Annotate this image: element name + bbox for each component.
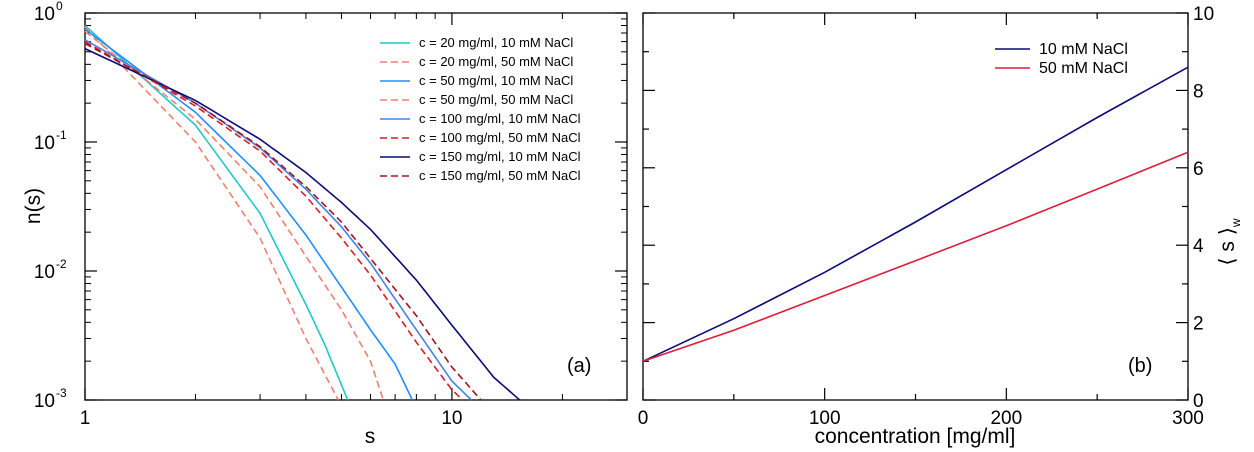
panel-a-x-axis-label: s (365, 425, 376, 448)
series-line-a-6 (84, 47, 521, 401)
y-tick-label: 0 (1193, 391, 1204, 412)
panel-b-series (642, 66, 1189, 363)
panel-b-y-axis-label-group: ⟨ s ⟩w (1216, 218, 1243, 266)
series-line-a-2 (84, 28, 414, 401)
y-tick-exponent: 0 (56, 0, 63, 13)
panel-b-label: (b) (1128, 355, 1152, 377)
series-line-b-1 (642, 151, 1189, 363)
panel-b-legend: 10 mM NaCl 50 mM NaCl (995, 41, 1128, 77)
y-tick-exponent: -3 (56, 386, 67, 400)
x-tick-label: 0 (638, 408, 649, 429)
x-tick-label: 10 (441, 408, 462, 429)
panel-a-label: (a) (567, 355, 591, 377)
legend-entry: c = 150 mg/ml, 10 mM NaCl (419, 149, 581, 164)
panel-a-frame (84, 12, 628, 401)
legend-entry: c = 50 mg/ml, 10 mM NaCl (419, 73, 573, 88)
panel-b-y-axis-label-sub: w (1229, 218, 1243, 228)
panel-a-series (84, 24, 521, 401)
legend-entry: 50 mM NaCl (1039, 60, 1128, 77)
y-tick-exponent: -2 (56, 257, 67, 271)
panel-a-y-axis-label: n(s) (22, 188, 45, 224)
legend-entry: c = 100 mg/ml, 10 mM NaCl (419, 111, 581, 126)
y-tick-exponent: -1 (56, 128, 67, 142)
y-tick-label: 10 (34, 133, 55, 154)
y-tick-label: 10 (34, 262, 55, 283)
x-tick-label: 300 (1172, 408, 1204, 429)
y-tick-label: 8 (1193, 81, 1204, 102)
panel-a-legend: c = 20 mg/ml, 10 mM NaCl c = 20 mg/ml, 50… (380, 35, 581, 183)
series-line-a-4 (84, 39, 472, 401)
legend-entry: 10 mM NaCl (1039, 41, 1128, 58)
legend-entry: c = 100 mg/ml, 50 mM NaCl (419, 130, 581, 145)
y-tick-label: 10 (34, 4, 55, 25)
panel-b-y-axis-label: ⟨ s ⟩w (1216, 218, 1243, 266)
x-tick-label: 200 (990, 408, 1022, 429)
series-line-a-0 (84, 24, 349, 401)
legend-entry: c = 20 mg/ml, 10 mM NaCl (419, 35, 573, 50)
series-line-a-1 (84, 26, 340, 401)
panel-b-y-axis-label-main: ⟨ s ⟩ (1216, 227, 1239, 266)
series-line-b-0 (642, 66, 1189, 363)
y-tick-label: 10 (34, 391, 55, 412)
legend-entry: c = 50 mg/ml, 50 mM NaCl (419, 92, 573, 107)
series-line-a-7 (84, 42, 482, 401)
x-tick-label: 1 (80, 408, 91, 429)
series-line-a-3 (84, 30, 385, 401)
series-line-a-5 (84, 40, 464, 401)
y-tick-label: 10 (1193, 4, 1214, 25)
x-tick-label: 100 (809, 408, 841, 429)
legend-entry: c = 150 mg/ml, 50 mM NaCl (419, 168, 581, 183)
panel-b-x-axis-label: concentration [mg/ml] (815, 425, 1016, 448)
y-tick-label: 4 (1193, 236, 1204, 257)
legend-entry: c = 20 mg/ml, 50 mM NaCl (419, 54, 573, 69)
y-tick-label: 2 (1193, 314, 1204, 335)
y-tick-label: 6 (1193, 159, 1204, 180)
